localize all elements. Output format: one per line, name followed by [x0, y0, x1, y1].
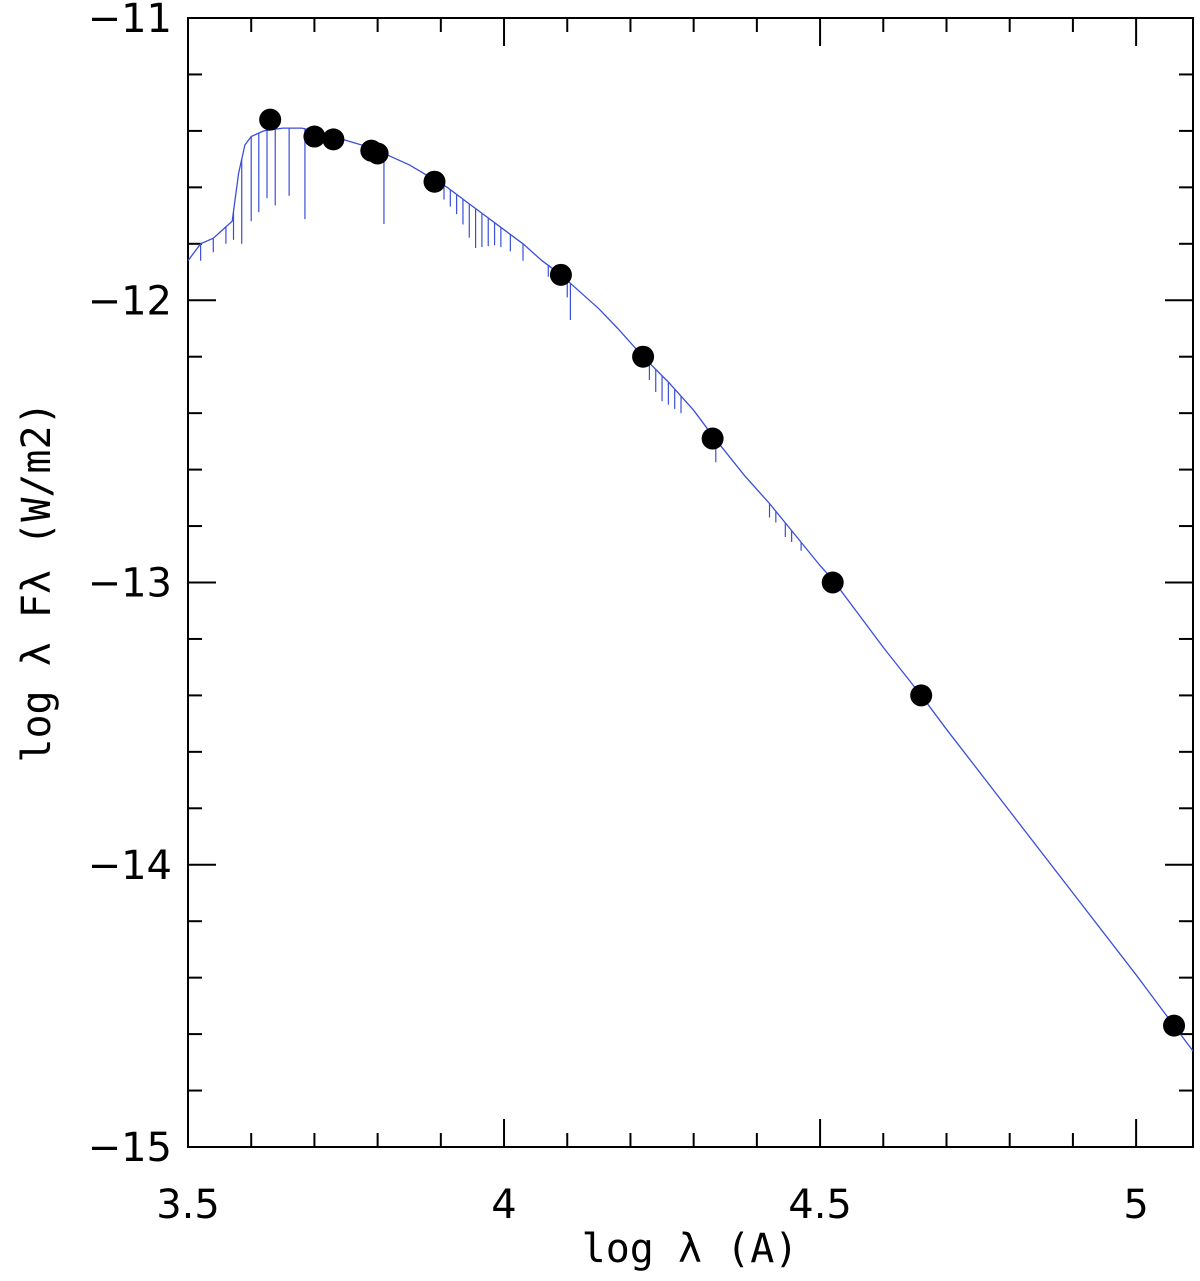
data-point — [303, 125, 326, 148]
x-tick-label: 4 — [491, 1182, 516, 1228]
x-tick-labels: 3.5 4 4.5 5 — [156, 1182, 1149, 1228]
data-point — [366, 142, 389, 165]
minor-ticks — [187, 17, 1193, 1148]
y-tick-label: −12 — [88, 278, 172, 324]
data-point — [821, 571, 844, 594]
y-axis-label: log λ Fλ (W/m2) — [14, 401, 60, 762]
x-tick-label: 5 — [1123, 1182, 1148, 1228]
data-point — [1163, 1014, 1186, 1037]
y-tick-label: −13 — [88, 561, 172, 607]
data-point — [632, 345, 655, 368]
data-point — [322, 128, 345, 151]
data-point — [423, 170, 446, 193]
x-tick-label: 3.5 — [156, 1182, 220, 1228]
model-spectrum — [187, 127, 1194, 1052]
photometry-points — [259, 108, 1186, 1037]
model-curve — [187, 127, 1194, 1052]
data-point — [701, 427, 724, 450]
data-point — [910, 684, 933, 707]
y-tick-label: −11 — [88, 0, 172, 42]
x-tick-label: 4.5 — [788, 1182, 852, 1228]
data-point — [549, 263, 572, 286]
y-tick-label: −14 — [88, 843, 172, 889]
x-axis-label: log λ (A) — [582, 1226, 799, 1272]
y-tick-labels: −11 −12 −13 −14 −15 — [88, 0, 172, 1171]
y-tick-label: −15 — [88, 1125, 172, 1171]
data-point — [259, 108, 282, 131]
plot-frame — [187, 17, 1194, 1148]
